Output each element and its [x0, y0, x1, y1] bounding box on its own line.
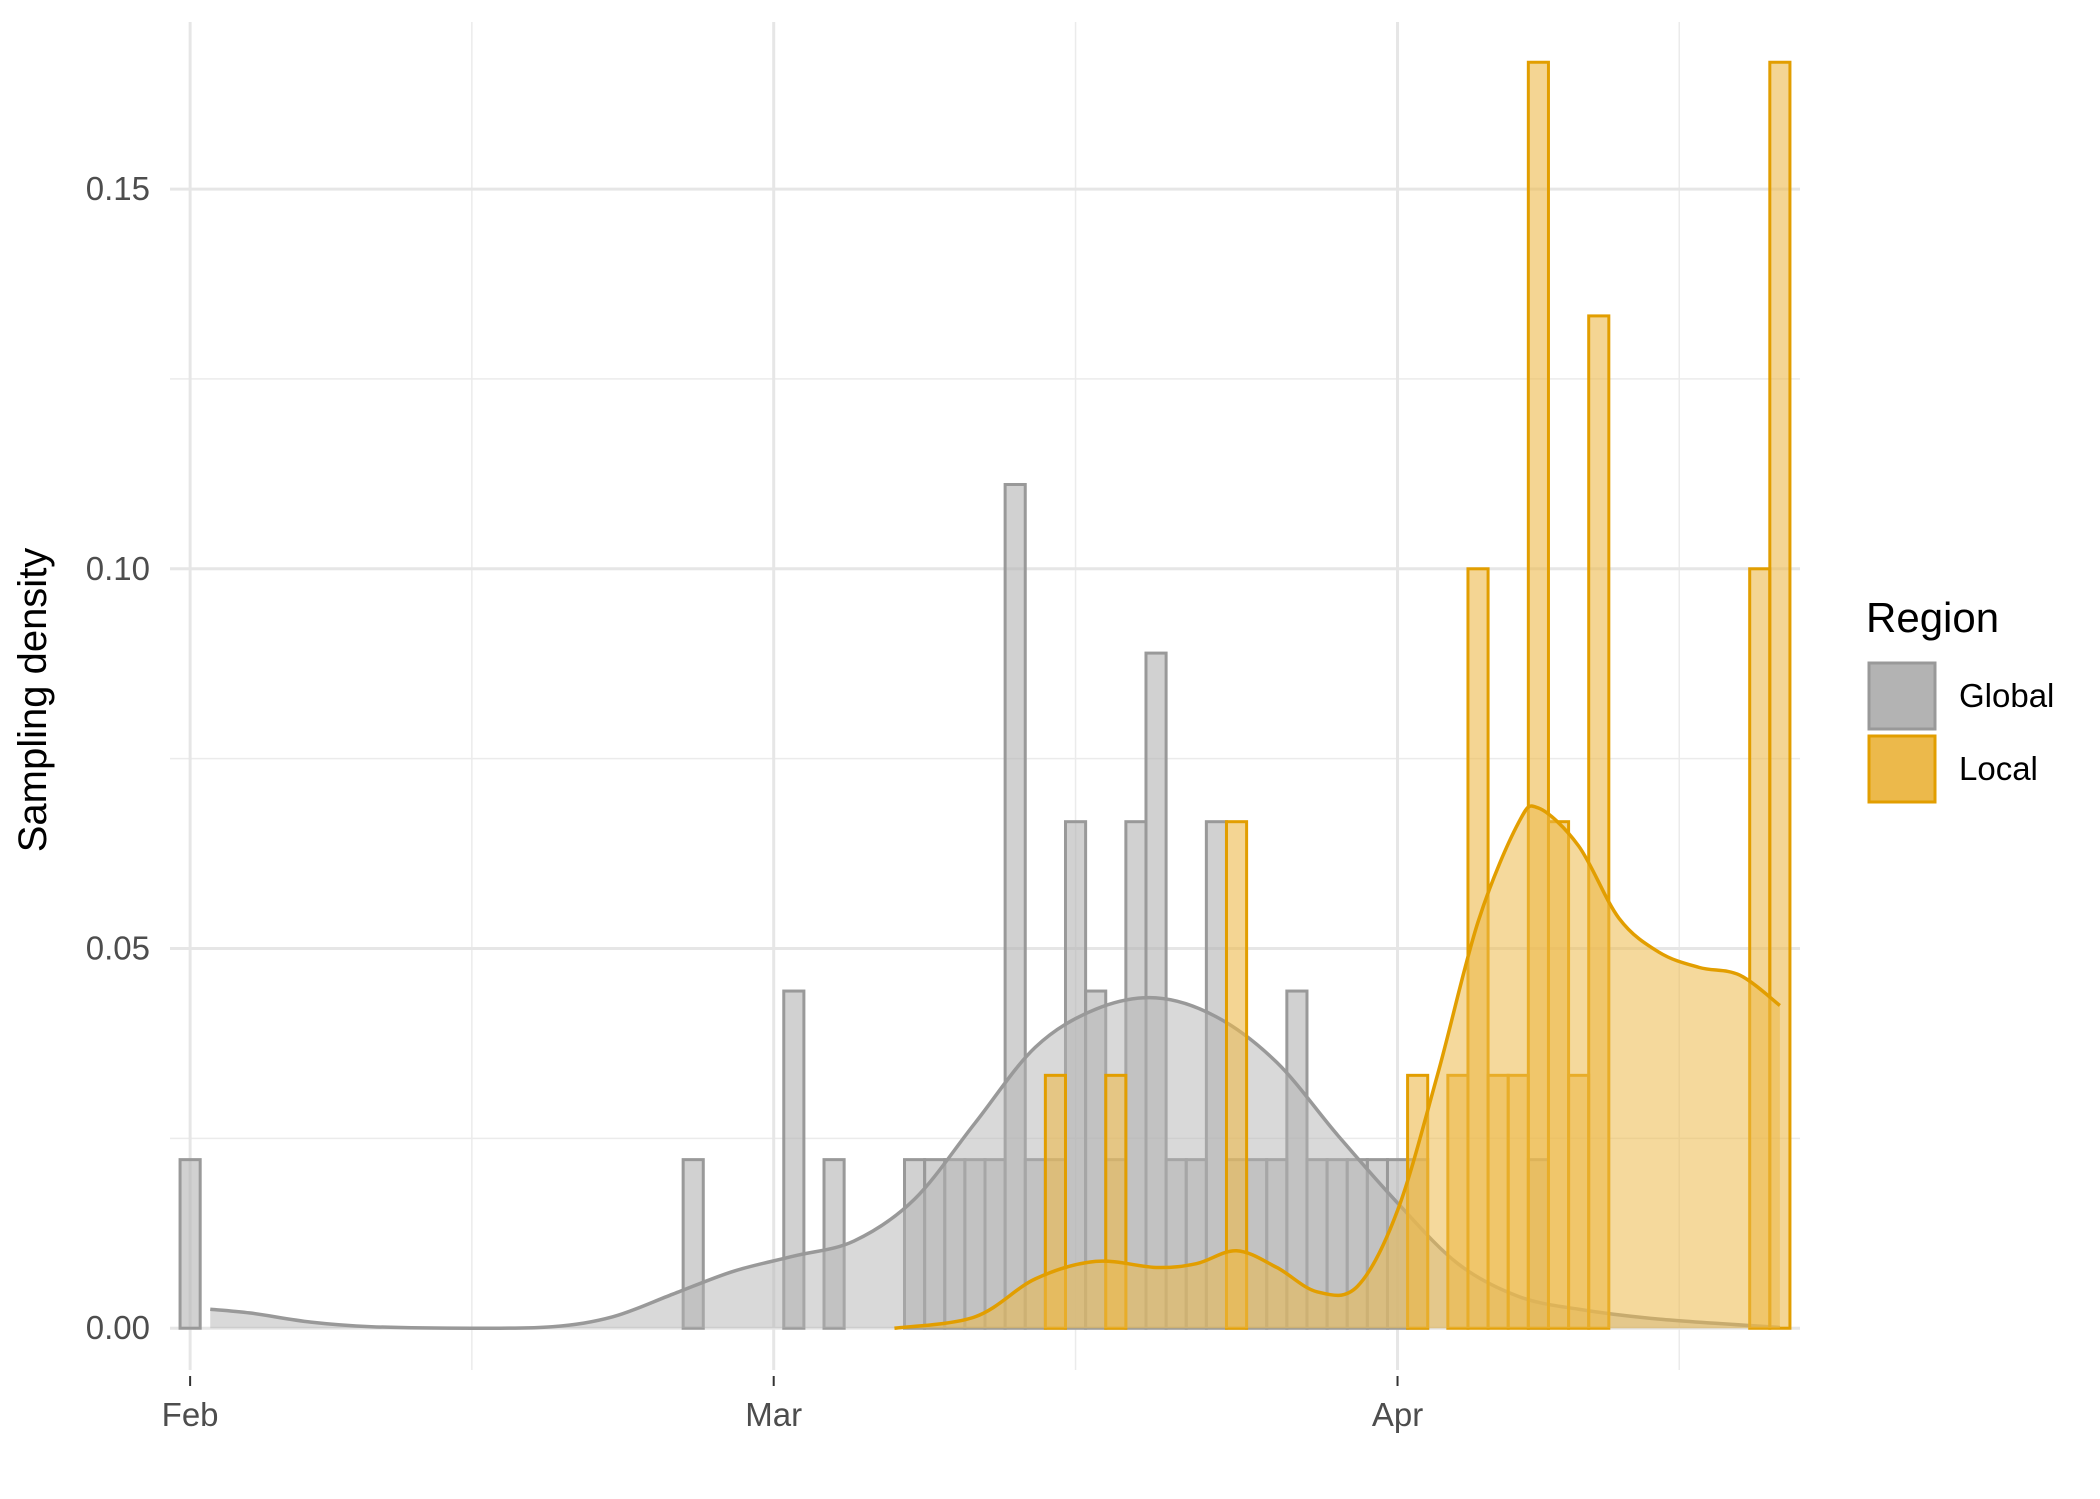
legend-title: Region — [1866, 594, 1999, 641]
local-density-area — [894, 806, 1780, 1329]
legend: Region Global Local — [1866, 594, 2054, 804]
local-density-line — [894, 804, 1781, 1330]
x-tick-label: Feb — [162, 1396, 219, 1433]
y-tick-label: 0.00 — [86, 1309, 150, 1346]
x-tick-marks — [189, 1376, 1399, 1386]
global-bar — [178, 1158, 202, 1330]
y-axis-title: Sampling density — [11, 548, 55, 853]
y-tick-label: 0.05 — [86, 930, 150, 967]
x-tick-label: Apr — [1372, 1396, 1423, 1433]
legend-key-global — [1867, 661, 1937, 731]
x-tick-labels: Feb Mar Apr — [162, 1396, 1424, 1433]
y-tick-label: 0.15 — [86, 170, 150, 207]
legend-key-local — [1867, 734, 1937, 804]
x-tick-label: Mar — [745, 1396, 802, 1433]
y-tick-label: 0.10 — [86, 550, 150, 587]
legend-label-global: Global — [1959, 677, 2054, 714]
y-tick-labels: 0.00 0.05 0.10 0.15 — [86, 170, 150, 1346]
legend-label-local: Local — [1959, 750, 2038, 787]
local-density — [894, 804, 1781, 1330]
